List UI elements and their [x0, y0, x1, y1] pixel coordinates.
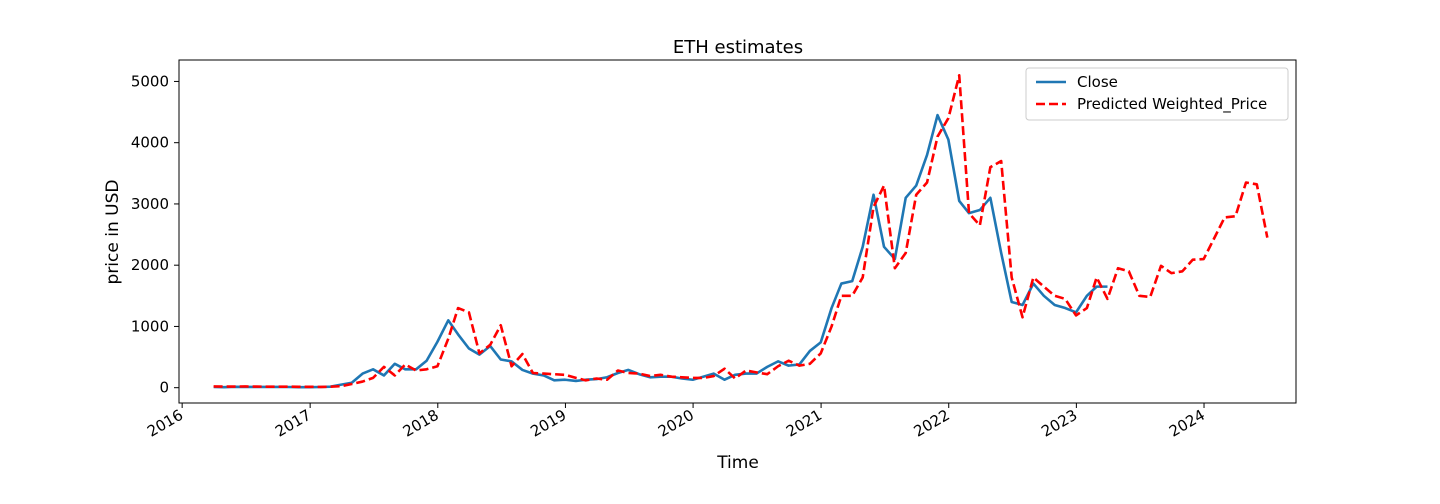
x-axis-title: Time: [716, 453, 759, 473]
y-tick-label: 3000: [131, 195, 169, 213]
y-tick-label: 4000: [131, 134, 169, 152]
legend-label: Close: [1077, 73, 1118, 91]
legend-label: Predicted Weighted_Price: [1077, 95, 1267, 114]
y-tick-label: 5000: [131, 72, 169, 90]
series-close-line: [213, 113, 1108, 389]
y-axis-title: price in USD: [103, 180, 123, 285]
legend: Close Predicted Weighted_Price: [1025, 67, 1289, 121]
y-tick-label: 1000: [131, 317, 169, 335]
axes-frame: [178, 59, 1297, 404]
y-tick-label: 2000: [131, 256, 169, 274]
chart-title: ETH estimates: [673, 37, 803, 58]
series-predicted-weighted-price-line: [213, 74, 1269, 389]
y-tick-label: 0: [159, 379, 169, 397]
legend-box: [1025, 67, 1289, 121]
